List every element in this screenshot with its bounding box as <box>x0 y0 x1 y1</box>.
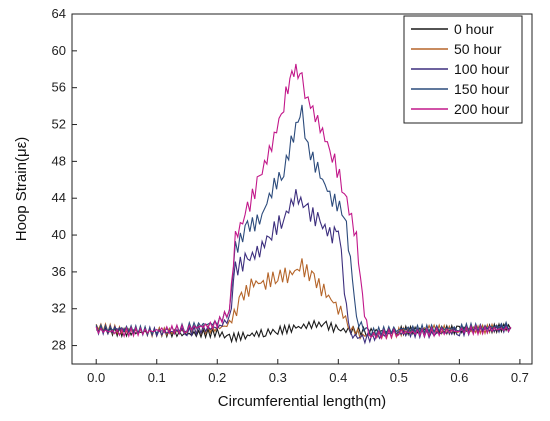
x-tick-label: 0.5 <box>390 370 408 385</box>
legend: 0 hour 50 hour 100 hour 150 hour 200 hour <box>403 15 523 124</box>
y-tick-label: 44 <box>52 190 66 205</box>
x-tick-label: 0.3 <box>269 370 287 385</box>
x-tick-label: 0.7 <box>511 370 529 385</box>
x-tick-label: 0.2 <box>208 370 226 385</box>
ticks-layer: 0.0 0.1 0.2 0.3 0.4 0.5 0.6 0.7 28 32 36 40 44 48 52 56… <box>52 6 529 385</box>
legend-label: 150 hour <box>454 81 510 97</box>
legend-label: 50 hour <box>454 41 502 57</box>
series-line-200-hour <box>95 63 512 341</box>
series-layer <box>95 63 512 345</box>
x-tick-label: 0.1 <box>148 370 166 385</box>
y-axis-title: Hoop Strain(με) <box>13 137 30 242</box>
y-tick-label: 52 <box>52 117 66 132</box>
y-tick-label: 64 <box>52 6 66 21</box>
series-line-150-hour <box>95 104 512 338</box>
y-tick-label: 56 <box>52 80 66 95</box>
legend-label: 0 hour <box>454 21 494 37</box>
y-tick-label: 28 <box>52 338 66 353</box>
y-tick-label: 48 <box>52 153 66 168</box>
series-line-50-hour <box>95 258 512 340</box>
legend-label: 100 hour <box>454 61 510 77</box>
legend-label: 200 hour <box>454 101 510 117</box>
y-tick-label: 36 <box>52 264 66 279</box>
y-tick-label: 40 <box>52 227 66 242</box>
y-tick-label: 32 <box>52 301 66 316</box>
plot-frame <box>71 13 533 365</box>
y-tick-label: 60 <box>52 43 66 58</box>
x-tick-label: 0.6 <box>450 370 468 385</box>
x-tick-label: 0.4 <box>329 370 347 385</box>
x-axis-title: Circumferential length(m) <box>218 393 386 410</box>
x-tick-label: 0.0 <box>87 370 105 385</box>
